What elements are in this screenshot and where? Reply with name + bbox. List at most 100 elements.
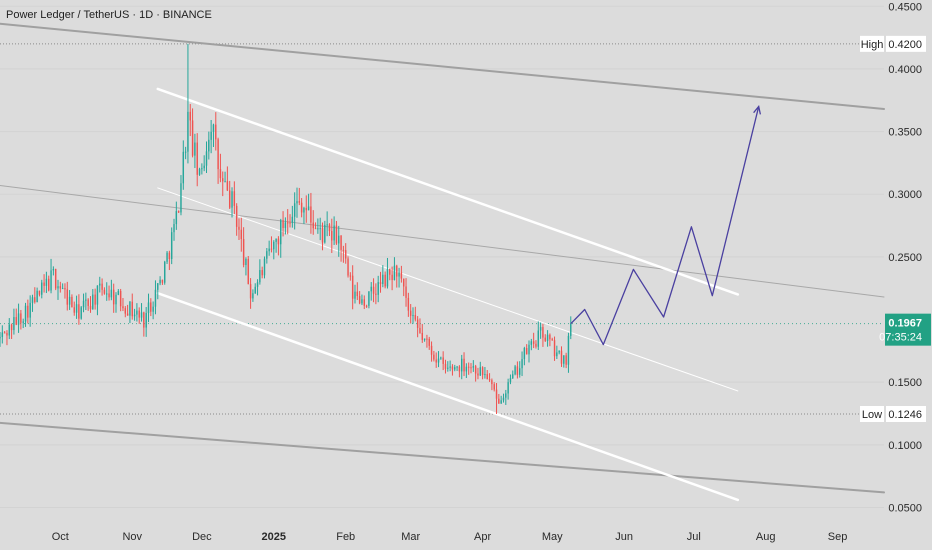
candle-body: [187, 111, 189, 152]
candle-body: [96, 285, 99, 305]
candle: [565, 352, 567, 369]
trendline-lower-descending-gray[interactable]: [0, 421, 885, 494]
candle-body: [52, 269, 55, 271]
candle: [430, 341, 433, 362]
candle: [256, 279, 259, 296]
candle-body: [342, 249, 345, 251]
trendline-middle-thin-gray[interactable]: [0, 184, 885, 298]
candle-body: [502, 397, 505, 401]
candle: [553, 336, 556, 361]
candle: [82, 293, 85, 313]
candle: [354, 284, 356, 304]
candle: [126, 304, 129, 316]
candle: [474, 364, 477, 382]
candle: [532, 332, 535, 349]
candle: [217, 137, 219, 184]
candle-body: [212, 124, 215, 132]
candle-body: [249, 284, 252, 299]
candle-body: [505, 393, 507, 398]
candle: [570, 316, 572, 340]
candle-body: [412, 315, 414, 317]
candle-body: [108, 293, 110, 298]
candle: [31, 294, 34, 312]
candle: [212, 123, 215, 147]
projection-path: [570, 105, 762, 346]
current-price-box: [885, 313, 931, 346]
candle-body: [402, 278, 405, 287]
candle-body: [233, 191, 236, 206]
trendline-channel-mid[interactable]: [157, 187, 739, 392]
projection-line[interactable]: [570, 106, 760, 346]
candle-body: [29, 302, 31, 318]
candle-body: [532, 341, 535, 344]
y-tick-label: 0.4500: [888, 1, 922, 13]
candle: [351, 265, 354, 310]
candle: [85, 292, 87, 311]
time-axis[interactable]: Oct Nov Dec 2025 Feb Mar Apr May Jun Jul Aug Sep: [52, 531, 848, 543]
price-axis[interactable]: 0.4500 0.4000 0.3500 0.3000 0.2500 0.1500 0.10…: [888, 1, 922, 514]
candle: [108, 285, 110, 301]
candle: [525, 344, 528, 355]
candle: [282, 211, 284, 237]
candle: [17, 303, 20, 333]
trendline-upper-descending-gray[interactable]: [0, 22, 885, 111]
candle: [140, 303, 143, 322]
candle: [87, 298, 89, 311]
y-tick-label: 0.3500: [888, 127, 922, 139]
low-value: 0.1246: [888, 409, 922, 421]
candle: [542, 323, 544, 347]
x-tick-label: Nov: [122, 531, 142, 543]
candle: [52, 266, 55, 276]
candle-body: [338, 235, 340, 244]
candle: [303, 206, 305, 224]
candle-body: [45, 278, 48, 286]
candle: [92, 288, 94, 310]
candle-body: [194, 142, 196, 156]
candle: [64, 283, 66, 299]
candle: [182, 140, 185, 190]
candle: [238, 218, 240, 240]
candle: [273, 240, 275, 260]
candle-body: [219, 169, 222, 179]
x-tick-label: Apr: [474, 531, 491, 543]
candle: [335, 220, 338, 245]
low-label-box: [860, 405, 884, 422]
candle: [145, 307, 147, 337]
candle: [454, 364, 456, 372]
current-price-badge[interactable]: 0.1967 07:35:24: [879, 313, 931, 346]
candle: [157, 282, 159, 300]
candle-body: [184, 151, 187, 153]
candle-body: [368, 291, 370, 306]
candle-body: [247, 258, 249, 285]
candle: [396, 264, 398, 288]
candle: [449, 360, 451, 372]
candle-body: [166, 252, 168, 262]
candle-body: [198, 168, 201, 175]
candle-body: [303, 207, 305, 213]
candle-body: [407, 297, 410, 311]
candle-body: [314, 228, 317, 230]
trendline-channel-bottom[interactable]: [156, 291, 740, 502]
candle: [398, 267, 400, 288]
candle-body: [131, 301, 133, 317]
candle: [551, 337, 553, 341]
candle-body: [54, 269, 57, 289]
candle: [509, 374, 512, 385]
candle: [500, 395, 502, 404]
candle-body: [344, 250, 347, 259]
candle: [356, 282, 359, 301]
candle: [270, 236, 273, 253]
candle: [491, 378, 493, 391]
price-tags: High 0.4200 Low 0.1246 0.1967 07:35:24: [860, 35, 931, 422]
candle-body: [340, 235, 342, 250]
low-label: Low: [862, 409, 882, 421]
candle: [122, 298, 124, 312]
candle-body: [379, 282, 382, 284]
candle: [6, 330, 8, 346]
candle-body: [286, 222, 289, 224]
candle: [386, 257, 389, 289]
candle-body: [528, 344, 530, 355]
candle-body: [467, 366, 470, 368]
trendline-channel-top[interactable]: [156, 87, 740, 296]
